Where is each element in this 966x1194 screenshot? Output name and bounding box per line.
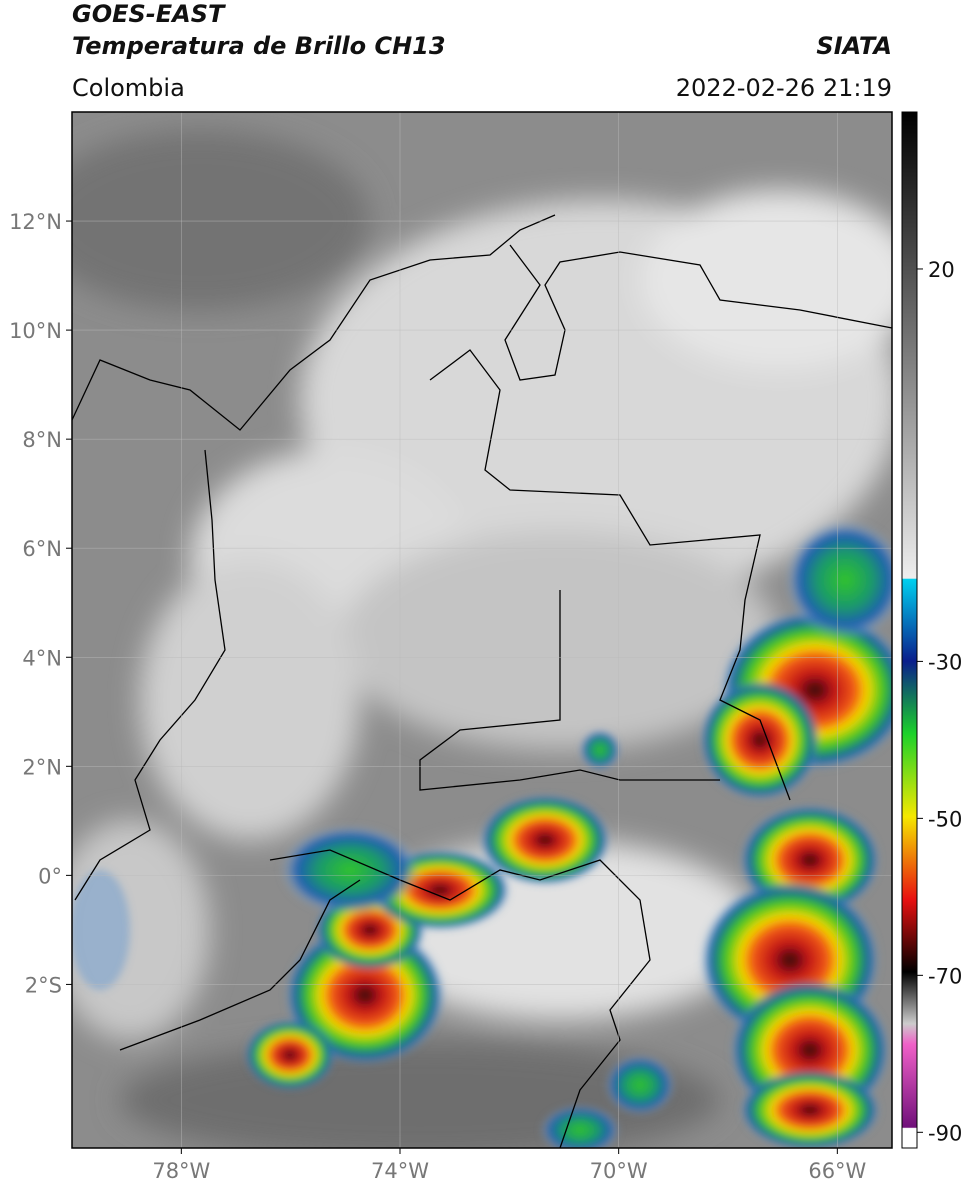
colorbar-tick-label: -70 [928, 964, 962, 988]
lon-tick-label: 74°W [371, 1159, 429, 1183]
map-frame [71, 111, 893, 1149]
product: Temperatura de Brillo CH13 [72, 32, 446, 60]
lat-tick-label: 6°N [22, 537, 62, 561]
lon-tick-label: 78°W [152, 1159, 210, 1183]
source: SIATA [816, 32, 892, 60]
lat-tick-label: 0° [38, 864, 62, 888]
colorbar-tick-label: -90 [928, 1121, 962, 1145]
lon-tick-label: 66°W [808, 1159, 866, 1183]
lat-tick-label: 10°N [9, 319, 62, 343]
colorbar-tick-label: 20 [928, 258, 955, 282]
satellite: GOES-EAST [72, 0, 226, 28]
colorbar-tick-label: -50 [928, 807, 962, 831]
colorbar-tick-label: -30 [928, 650, 962, 674]
convection [72, 520, 892, 1148]
lon-tick-label: 70°W [590, 1159, 648, 1183]
lat-tick-label: 8°N [22, 428, 62, 452]
lat-tick-label: 4°N [22, 646, 62, 670]
lat-tick-label: 2°S [25, 973, 62, 997]
lat-tick-label: 2°N [22, 755, 62, 779]
lat-tick-label: 12°N [9, 210, 62, 234]
datetime: 2022-02-26 21:19 [676, 74, 892, 102]
satellite-image [72, 112, 892, 1148]
region: Colombia [72, 74, 185, 102]
colorbar [901, 111, 918, 1149]
